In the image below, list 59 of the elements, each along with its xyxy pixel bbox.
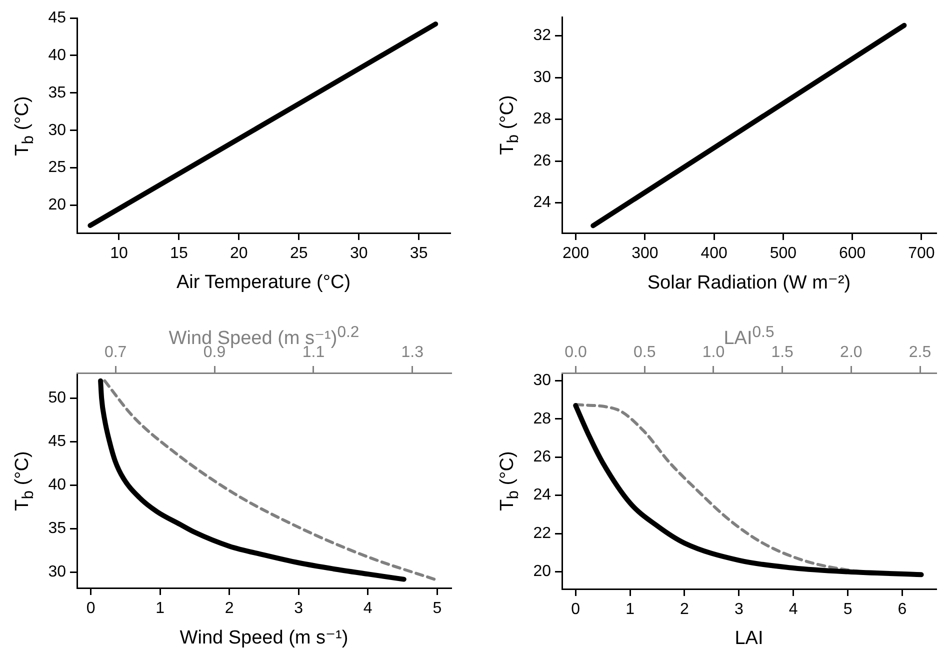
- x-tick-label: 4: [788, 601, 798, 618]
- y-tick-label: 35: [48, 84, 66, 102]
- x-tick-label: 15: [170, 245, 188, 262]
- x-axis-title: LAI: [734, 628, 764, 650]
- y-tick-label: 24: [533, 194, 552, 212]
- y-tick-label: 30: [533, 68, 552, 86]
- y-tick-label: 32: [533, 27, 552, 44]
- y-tick-label: 28: [533, 110, 552, 128]
- y-tick-label: 30: [48, 564, 66, 581]
- y-tick-label: 26: [533, 448, 552, 466]
- y-tick-label: 30: [48, 122, 66, 139]
- y-tick-label: 35: [48, 520, 66, 538]
- x-tick-label: 10: [110, 245, 128, 262]
- y-tick-label: 45: [48, 9, 66, 26]
- x-tick-label: 4: [363, 600, 372, 618]
- x-tick-label: 300: [632, 245, 658, 262]
- x-tick-label: 700: [908, 245, 935, 262]
- x-tick-label: 0: [86, 600, 96, 618]
- x-tick-label: 0: [571, 601, 580, 618]
- y-tick-label: 20: [48, 196, 66, 214]
- y-tick-label: 26: [533, 152, 552, 170]
- x-tick-label: 600: [839, 245, 866, 262]
- y-tick-label: 45: [48, 433, 66, 450]
- x-axis-title: Wind Speed (m s⁻¹): [180, 626, 348, 650]
- y-tick-label: 40: [48, 46, 66, 64]
- y-tick-label: 22: [533, 524, 552, 542]
- x-tick-label: 1: [156, 600, 165, 618]
- x2-tick-label: 1.3: [401, 344, 424, 361]
- x-tick-label: 5: [432, 600, 442, 618]
- x2-tick-label: 0.7: [104, 344, 127, 361]
- x-tick-label: 2: [680, 601, 690, 618]
- y-tick-label: 30: [533, 372, 552, 390]
- y-tick-label: 20: [533, 563, 552, 580]
- x-tick-label: 20: [230, 245, 248, 262]
- x-tick-label: 200: [562, 245, 590, 262]
- y-tick-label: 40: [48, 476, 66, 494]
- x2-tick-label: 2.0: [840, 344, 862, 361]
- x-tick-label: 3: [734, 601, 744, 618]
- y-tick-label: 50: [48, 390, 66, 407]
- x-tick-label: 5: [843, 601, 852, 618]
- x-tick-label: 25: [290, 245, 308, 262]
- x-tick-label: 3: [294, 600, 304, 618]
- x-tick-label: 400: [700, 245, 728, 262]
- x-axis-title: Solar Radiation (W m⁻²): [647, 272, 851, 294]
- x2-tick-label: 1.1: [302, 344, 325, 361]
- y-tick-label: 25: [48, 159, 66, 176]
- x-tick-label: 30: [350, 245, 368, 262]
- x-tick-label: 6: [898, 601, 907, 618]
- x-tick-label: 500: [770, 245, 797, 262]
- x2-tick-label: 1.0: [702, 344, 725, 361]
- x2-tick-label: 2.5: [908, 344, 932, 361]
- x-tick-label: 2: [224, 600, 234, 618]
- x-axis-title: Air Temperature (°C): [176, 272, 351, 294]
- x2-tick-label: 0.5: [633, 344, 656, 361]
- y-tick-label: 28: [533, 410, 552, 428]
- x-tick-label: 1: [626, 601, 635, 618]
- y-tick-label: 24: [533, 486, 552, 504]
- x2-tick-label: 0.0: [564, 344, 587, 361]
- x-tick-label: 35: [410, 245, 428, 262]
